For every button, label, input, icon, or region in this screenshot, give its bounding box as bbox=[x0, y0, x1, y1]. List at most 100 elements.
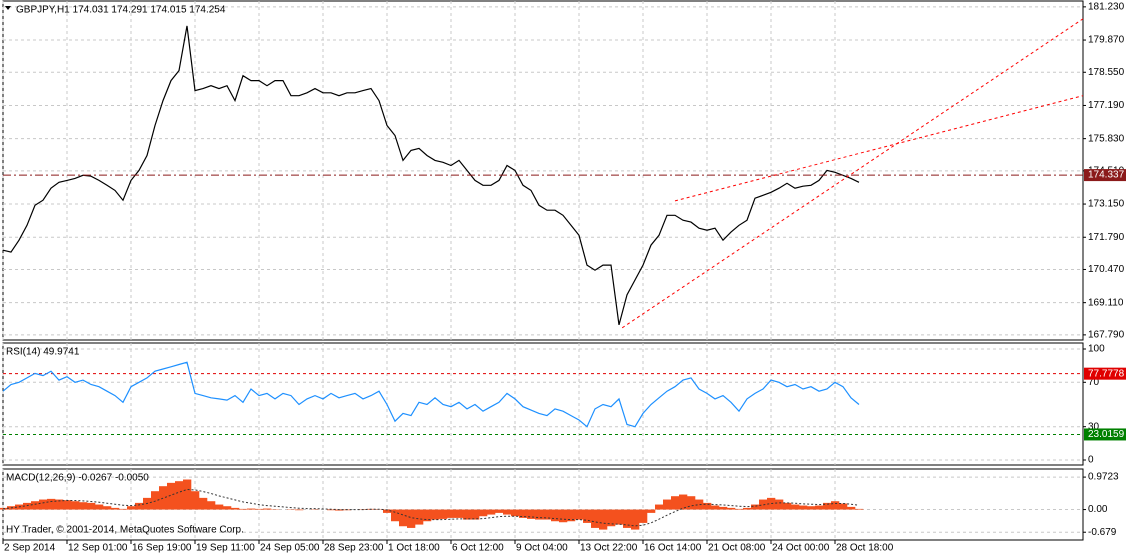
macd-bar bbox=[671, 496, 680, 510]
macd-bar bbox=[47, 498, 56, 510]
x-tick-label: 6 Oct 12:00 bbox=[452, 543, 504, 554]
x-tick-label: 1 Oct 18:00 bbox=[388, 543, 440, 554]
signal-line bbox=[2, 488, 860, 527]
macd-bar bbox=[247, 508, 256, 510]
macd-bar bbox=[719, 506, 728, 510]
macd-bar bbox=[39, 499, 48, 510]
panel-title: MACD(12,26,9) -0.0267 -0.0050 bbox=[6, 473, 149, 484]
y-tick-label: 178.550 bbox=[1088, 67, 1125, 78]
macd-bar bbox=[111, 507, 120, 510]
macd-bar bbox=[231, 507, 240, 510]
macd-bar bbox=[391, 509, 400, 522]
macd-bar bbox=[239, 508, 248, 510]
macd-bar bbox=[55, 499, 64, 510]
macd-bar bbox=[135, 502, 144, 510]
macd-bar bbox=[703, 502, 712, 510]
macd-bar bbox=[495, 509, 504, 513]
trendline bbox=[621, 18, 1084, 329]
macd-bar bbox=[855, 508, 864, 510]
macd-bar bbox=[847, 506, 856, 510]
x-tick-label: 19 Sep 11:00 bbox=[196, 543, 255, 554]
y-tick-label: -0.679 bbox=[1088, 527, 1117, 538]
y-tick-label: 30 bbox=[1088, 421, 1100, 432]
current-price-box bbox=[1084, 169, 1126, 182]
macd-bar bbox=[255, 508, 264, 510]
panel-title: GBPJPY,H1 174.031 174.291 174.015 174.25… bbox=[16, 5, 226, 16]
x-tick-label: 24 Oct 00:00 bbox=[772, 543, 830, 554]
macd-bar bbox=[79, 502, 88, 510]
macd-bar bbox=[199, 497, 208, 510]
macd-bar bbox=[167, 482, 176, 510]
macd-bar bbox=[783, 502, 792, 510]
macd-bar bbox=[447, 509, 456, 518]
macd-bar bbox=[799, 505, 808, 510]
macd-bar bbox=[695, 499, 704, 510]
macd-bar bbox=[439, 509, 448, 519]
macd-bar bbox=[295, 509, 304, 511]
y-tick-label: 171.790 bbox=[1088, 232, 1125, 243]
menu-icon bbox=[5, 6, 11, 10]
x-tick-label: 28 Sep 23:00 bbox=[324, 543, 384, 554]
macd-bar bbox=[151, 491, 160, 510]
macd-bar bbox=[823, 502, 832, 510]
y-tick-label: 70 bbox=[1088, 377, 1100, 388]
copyright: HY Trader, © 2001-2014, MetaQuotes Softw… bbox=[6, 525, 244, 536]
y-tick-label: 175.830 bbox=[1088, 133, 1125, 144]
macd-bar bbox=[159, 486, 168, 510]
y-tick-label: 167.790 bbox=[1088, 330, 1125, 341]
x-tick-label: 13 Oct 22:00 bbox=[580, 543, 638, 554]
macd-bar bbox=[95, 504, 104, 510]
macd-bar bbox=[599, 509, 608, 530]
panel-frame bbox=[2, 468, 1084, 541]
macd-bar bbox=[223, 506, 232, 510]
macd-bar bbox=[807, 506, 816, 510]
macd-bar bbox=[431, 509, 440, 520]
macd-bar bbox=[687, 496, 696, 510]
macd-bar bbox=[559, 509, 568, 523]
macd-bar bbox=[535, 509, 544, 520]
x-tick-label: 28 Oct 18:00 bbox=[836, 543, 894, 554]
price-line bbox=[2, 25, 860, 326]
macd-bar bbox=[175, 481, 184, 510]
panel-title: RSI(14) 49.9741 bbox=[6, 347, 80, 358]
macd-bar bbox=[415, 509, 424, 525]
x-tick-label: 21 Oct 08:00 bbox=[708, 543, 766, 554]
macd-bar bbox=[815, 505, 824, 510]
macd-bar bbox=[31, 501, 40, 510]
y-tick-label: 169.110 bbox=[1088, 297, 1124, 308]
macd-bar bbox=[751, 504, 760, 510]
macd-bar bbox=[487, 509, 496, 515]
y-tick-label: 177.190 bbox=[1088, 100, 1125, 111]
macd-bar bbox=[183, 479, 192, 510]
macd-bar bbox=[511, 509, 520, 517]
level-label-box bbox=[1084, 367, 1126, 380]
macd-bar bbox=[207, 501, 216, 510]
macd-bar bbox=[423, 509, 432, 522]
macd-bar bbox=[527, 509, 536, 519]
macd-bar bbox=[583, 509, 592, 523]
y-tick-label: 100 bbox=[1088, 344, 1105, 355]
y-tick-label: 181.230 bbox=[1088, 1, 1125, 12]
macd-bar bbox=[455, 509, 464, 518]
level-label-box bbox=[1084, 428, 1126, 441]
macd-bar bbox=[759, 499, 768, 510]
macd-bar bbox=[839, 503, 848, 510]
macd-bar bbox=[735, 508, 744, 510]
x-tick-label: 12 Sep 01:00 bbox=[68, 543, 128, 554]
macd-bar bbox=[639, 509, 648, 523]
level-label: 23.0159 bbox=[1088, 429, 1125, 440]
macd-bar bbox=[191, 491, 200, 510]
macd-bar bbox=[631, 509, 640, 530]
macd-bar bbox=[479, 509, 488, 517]
macd-bar bbox=[623, 509, 632, 528]
macd-bar bbox=[551, 509, 560, 522]
macd-bar bbox=[831, 501, 840, 510]
macd-bar bbox=[215, 504, 224, 510]
macd-bar bbox=[647, 509, 656, 513]
x-tick-label: 9 Oct 04:00 bbox=[516, 543, 568, 554]
macd-bar bbox=[23, 502, 32, 510]
macd-bar bbox=[655, 504, 664, 510]
